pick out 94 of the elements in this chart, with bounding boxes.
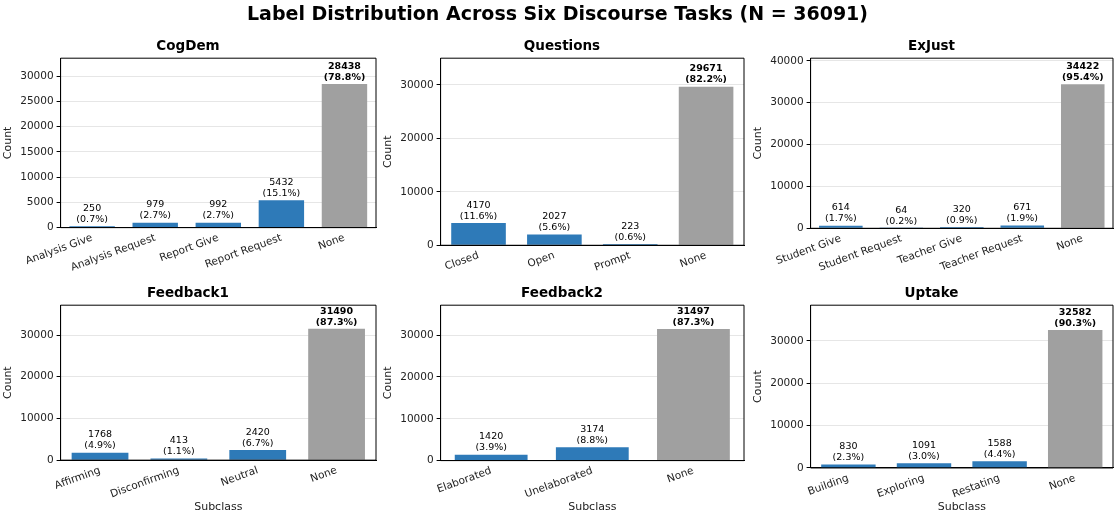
y-tick-label: 10000 [770,418,804,431]
bar [972,461,1027,468]
data-label: 64 (0.2%) [885,203,918,226]
y-axis-title: Count [751,126,765,160]
data-label: 979 (2.7%) [139,198,171,221]
y-tick-label: 0 [796,460,804,473]
y-tick-label: 10000 [400,411,434,424]
data-label: 31497 (87.3%) [672,304,715,327]
bar [821,464,876,468]
chart-title: ExJust [907,36,956,53]
data-label: 28438 (78.8%) [323,59,366,82]
bar [229,450,287,460]
x-tick-label: None [665,463,696,485]
bar [819,225,863,228]
y-tick-label: 30000 [20,68,54,81]
y-tick-label: 20000 [770,376,804,389]
bar [1000,225,1045,228]
data-label: 3174 (8.8%) [576,423,609,446]
data-label: 1091 (3.0%) [908,439,940,462]
data-label: 1588 (4.4%) [983,436,1016,459]
bar [308,328,365,460]
x-tick-label: Open [525,248,556,270]
chart-title: Feedback2 [521,283,603,300]
y-axis-title: Count [381,365,395,400]
data-label: 32582 (90.3%) [1054,305,1097,328]
x-axis-title: Subclass [194,500,243,514]
y-axis-title: Count [751,369,765,403]
y-tick-label: 30000 [400,327,434,340]
x-tick-label: None [1046,471,1077,492]
data-label: 31490 (87.3%) [315,304,358,327]
chart-title: Questions [523,36,601,53]
y-tick-label: 30000 [770,333,804,346]
chart-title: Uptake [904,283,959,300]
bar [657,328,730,461]
x-tick-label: None [316,230,347,252]
data-label: 671 (1.9%) [1006,201,1039,224]
data-label: 223 (0.6%) [614,219,647,242]
data-label: 5432 (15.1%) [262,175,301,198]
x-axis-title: Subclass [568,500,617,514]
bar [71,452,129,460]
y-tick-label: 20000 [400,131,434,144]
y-tick-label: 5000 [26,195,54,208]
y-axis-title: Count [1,365,15,400]
y-tick-label: 10000 [770,179,804,192]
y-tick-label: 30000 [770,95,804,108]
y-tick-label: 10000 [400,184,434,197]
y-tick-label: 0 [426,453,434,466]
data-label: 413 (1.1%) [163,434,195,457]
y-tick-label: 25000 [20,94,54,107]
y-tick-label: 20000 [400,369,434,382]
y-tick-label: 30000 [20,327,54,340]
bar [1060,84,1105,228]
data-label: 320 (0.9%) [946,202,978,225]
bar [454,454,528,461]
text: Label Distribution Across Six Discourse Tasks (N = 36091) [245,2,869,24]
y-tick-label: 10000 [20,169,54,182]
y-axis-title: Count [381,134,395,169]
data-label: 830 (2.3%) [832,440,865,463]
bar [321,84,368,228]
x-tick-label: None [308,463,339,484]
data-label: 1768 (4.9%) [84,428,116,451]
y-tick-label: 20000 [770,137,804,150]
x-tick-label: None [677,248,708,270]
x-tick-label: None [1054,231,1085,253]
bar [678,86,734,245]
data-label: 34422 (95.4%) [1061,59,1104,82]
bar [258,200,305,228]
y-axis-title: Count [1,125,15,160]
y-tick-label: 0 [426,238,434,251]
bar [896,463,952,468]
y-tick-label: 20000 [20,369,54,382]
y-tick-label: 15000 [20,144,54,157]
bar [1047,330,1103,468]
data-label: 250 (0.7%) [76,202,108,225]
data-label: 2420 (6.7%) [241,425,274,448]
y-tick-label: 30000 [400,77,434,90]
chart-title: Feedback1 [147,283,229,300]
y-tick-label: 40000 [770,53,804,66]
bar [555,447,629,461]
data-label: 614 (1.7%) [825,201,857,224]
chart-title: CogDem [156,36,220,53]
data-label: 1420 (3.9%) [475,430,507,453]
data-label: 4170 (11.6%) [459,198,498,221]
bar [527,234,582,245]
data-label: 29671 (82.2%) [685,62,727,85]
y-tick-label: 0 [46,220,54,233]
y-tick-label: 10000 [20,411,54,424]
y-tick-label: 0 [46,452,54,465]
bar [451,222,506,245]
y-tick-label: 0 [796,221,804,234]
y-tick-label: 20000 [20,119,54,132]
data-label: 992 (2.7%) [202,198,235,221]
x-axis-title: Subclass [937,500,987,514]
data-label: 2027 (5.6%) [538,210,571,233]
